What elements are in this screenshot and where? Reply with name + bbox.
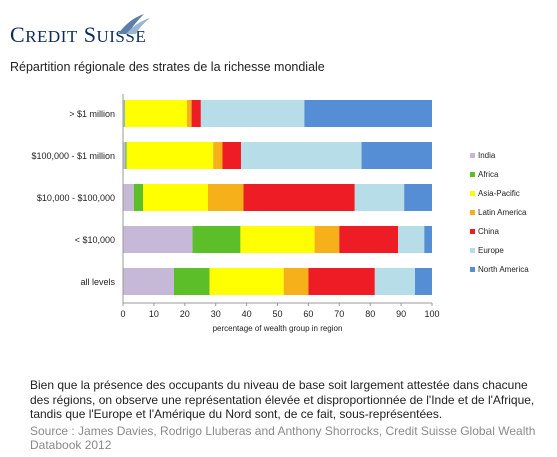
stacked-bar-chart: > $1 million $100,000 - $1 million $10,000… [31,94,529,333]
legend-label-europe: Europe [478,246,504,255]
bar-10-000-100-000-india [123,184,134,211]
category-label-10-000: < $10,000 [75,235,115,245]
bar-1-million-north-america [304,100,432,127]
bar-100-000-1-million-asia-pacific [126,142,214,169]
credit-suisse-logo: CREDIT SUISSE [10,12,160,47]
x-tick-label-20: 20 [180,309,190,319]
bar-all-levels-latin-america [283,268,309,295]
logo-wordmark: CREDIT SUISSE [10,22,147,47]
bar-100-000-1-million-china [222,142,242,169]
bar-1-million-china [191,100,201,127]
category-label-100-000-1-million: $100,000 - $1 million [31,151,115,161]
bar-10-000-north-america [424,226,432,253]
legend-swatch-latin-america [470,210,475,215]
legend-label-india: India [478,151,496,160]
caption-text: Bien que la présence des occupants du ni… [30,378,535,421]
bar-100-000-1-million-africa [125,142,127,169]
legend-swatch-india [470,153,475,158]
legend-label-asia-pacific: Asia-Pacific [478,189,520,198]
sails-icon [118,14,150,34]
bar-10-000-100-000-china [243,184,355,211]
bar-all-levels-india [123,268,174,295]
bar-1-million-europe [200,100,305,127]
bar-10-000-latin-america [314,226,340,253]
legend-swatch-africa [470,172,475,177]
bar-10-000-asia-pacific [240,226,315,253]
bar-1-million-india [123,100,125,127]
legend-swatch-north-america [470,267,475,272]
bar-all-levels-china [308,268,375,295]
bar-10-000-europe [398,226,425,253]
source-text: Source : James Davies, Rodrigo Lluberas … [30,424,536,452]
bar-all-levels-europe [374,268,416,295]
bar-1-million-latin-america [186,100,192,127]
category-label-10-000-100-000: $10,000 - $100,000 [37,193,115,203]
x-axis-label: percentage of wealth group in region [213,324,343,333]
bar-10-000-africa [192,226,241,253]
bar-1-million-asia-pacific [125,100,187,127]
legend-label-latin-america: Latin America [478,208,527,217]
x-tick-label-80: 80 [365,309,375,319]
bar-all-levels-africa [173,268,210,295]
bar-100-000-1-million-latin-america [213,142,223,169]
bar-all-levels-north-america [415,268,432,295]
category-label-all-levels: all levels [80,277,115,287]
chart-title: Répartition régionale des strates de la … [10,60,325,74]
bar-1-million-africa [124,100,126,127]
legend-label-africa: Africa [478,170,499,179]
x-tick-label-40: 40 [242,309,252,319]
bar-10-000-100-000-north-america [404,184,432,211]
bar-10-000-100-000-asia-pacific [143,184,208,211]
legend-label-china: China [478,227,499,236]
bar-100-000-1-million-europe [241,142,362,169]
bar-all-levels-asia-pacific [209,268,284,295]
bar-10-000-india [123,226,193,253]
x-tick-label-0: 0 [120,309,125,319]
bar-10-000-100-000-africa [133,184,144,211]
bar-10-000-100-000-europe [354,184,405,211]
x-tick-label-10: 10 [149,309,159,319]
bar-10-000-china [339,226,399,253]
legend-label-north-america: North America [478,265,529,274]
legend-swatch-asia-pacific [470,191,475,196]
x-tick-label-60: 60 [303,309,313,319]
legend-swatch-europe [470,248,475,253]
bar-100-000-1-million-north-america [361,142,432,169]
x-tick-label-90: 90 [396,309,406,319]
bar-100-000-1-million-india [123,142,126,169]
bar-10-000-100-000-latin-america [207,184,244,211]
x-tick-label-30: 30 [211,309,221,319]
legend-swatch-china [470,229,475,234]
x-tick-label-50: 50 [272,309,282,319]
x-tick-label-100: 100 [424,309,439,319]
x-tick-label-70: 70 [334,309,344,319]
category-label-1-million: > $1 million [69,109,115,119]
